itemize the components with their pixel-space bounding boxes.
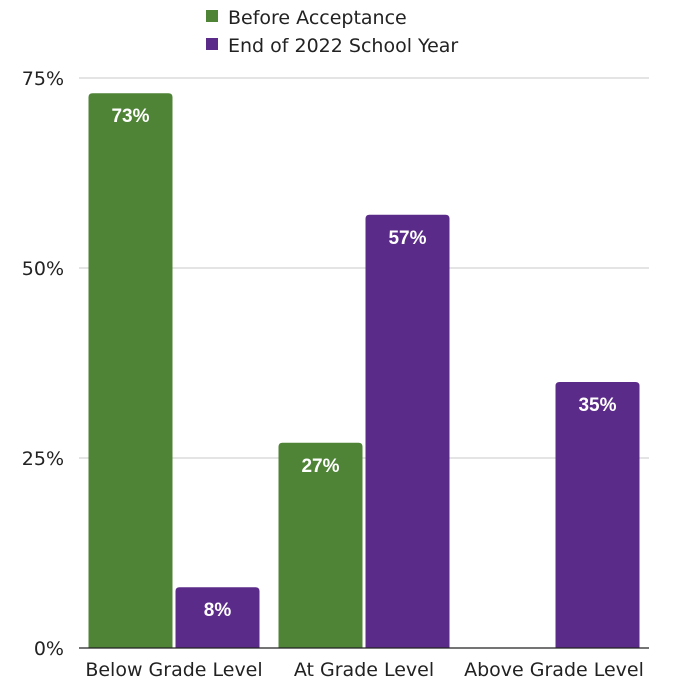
x-category-label-below-grade-level: Below Grade Level <box>85 659 262 681</box>
y-axis-tick-labels: 0% 25% 50% 75% <box>22 68 64 660</box>
y-tick-label-0: 0% <box>34 638 64 660</box>
data-label-before-acceptance-at-grade-level: 27% <box>301 456 339 477</box>
y-tick-label-25: 25% <box>22 448 64 470</box>
bar-end-of-2022-school-year-above-grade-level <box>555 382 640 648</box>
bar-before-acceptance-at-grade-level <box>278 442 363 648</box>
y-tick-label-75: 75% <box>22 68 64 90</box>
bars <box>88 93 640 649</box>
y-tick-label-50: 50% <box>22 258 64 280</box>
x-category-label-at-grade-level: At Grade Level <box>294 659 434 681</box>
legend-label-before-acceptance: Before Acceptance <box>228 7 407 29</box>
bar-end-of-2022-school-year-below-grade-level <box>175 587 260 648</box>
legend-label-end-of-2022-school-year: End of 2022 School Year <box>228 35 458 57</box>
x-axis-category-labels: Below Grade Level At Grade Level Above Gra… <box>85 659 644 681</box>
data-labels: 73% 8% 27% 57% 35% <box>111 106 616 621</box>
data-label-before-acceptance-below-grade-level: 73% <box>111 106 149 127</box>
legend-swatch-end-of-2022-school-year <box>206 38 218 50</box>
data-label-end-of-2022-school-year-above-grade-level: 35% <box>578 395 616 416</box>
bar-end-of-2022-school-year-at-grade-level <box>365 214 450 649</box>
gridlines <box>79 77 649 459</box>
data-label-end-of-2022-school-year-at-grade-level: 57% <box>388 228 426 249</box>
legend: Before Acceptance End of 2022 School Yea… <box>206 7 458 57</box>
data-label-end-of-2022-school-year-below-grade-level: 8% <box>204 600 232 621</box>
legend-swatch-before-acceptance <box>206 10 218 22</box>
bar-before-acceptance-below-grade-level <box>88 93 173 648</box>
x-category-label-above-grade-level: Above Grade Level <box>464 659 644 681</box>
